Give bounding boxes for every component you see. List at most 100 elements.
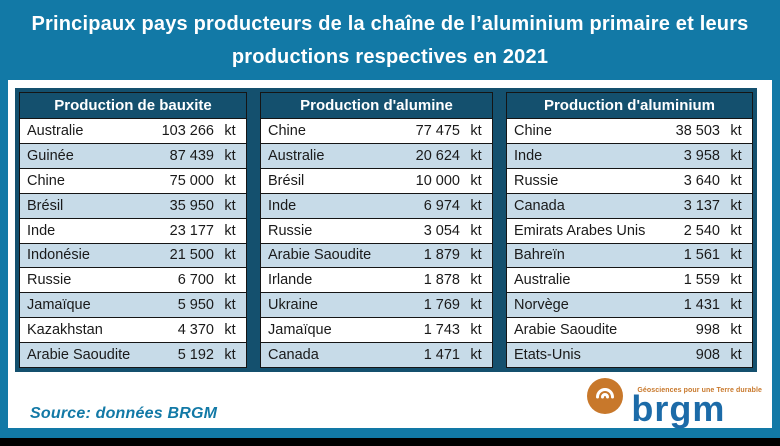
country-cell: Norvège — [514, 297, 569, 314]
content-area: Production de bauxite Australie 103 266 kt… — [8, 80, 772, 428]
country-cell: Australie — [268, 147, 325, 164]
value-cell: 75 000 — [169, 172, 214, 189]
unit-cell: kt — [470, 222, 482, 239]
brgm-wordmark: brgm — [631, 388, 726, 429]
country-cell: Canada — [514, 197, 565, 214]
unit-cell: kt — [470, 247, 482, 264]
table-row: Indonésie 21 500 kt — [20, 243, 246, 269]
bauxite-table-body: Australie 103 266 kt Guinée 87 439 kt Chine 75 … — [20, 119, 246, 368]
table-row: Etats-Unis 908 kt — [507, 343, 752, 368]
value-cell: 10 000 — [415, 172, 460, 189]
unit-cell: kt — [730, 347, 742, 364]
unit-cell: kt — [224, 172, 236, 189]
value-cell: 1 471 — [423, 347, 460, 364]
title-band: Principaux pays producteurs de la chaîne… — [0, 0, 780, 80]
country-cell: Inde — [27, 222, 56, 239]
table-row: Chine 38 503 kt — [507, 119, 752, 144]
table-row: Russie 3 054 kt — [261, 218, 492, 244]
brgm-logo-icon — [587, 378, 624, 414]
country-cell: Russie — [514, 172, 559, 189]
value-cell: 1 559 — [683, 272, 720, 289]
country-cell: Australie — [27, 122, 84, 139]
value-cell: 38 503 — [675, 122, 720, 139]
table-row: Norvège 1 431 kt — [507, 293, 752, 319]
alumine-table-header: Production d'alumine — [261, 93, 492, 119]
value-cell: 4 370 — [177, 322, 214, 339]
brgm-logo: Géosciences pour une Terre durable brgm — [587, 378, 762, 429]
unit-cell: kt — [470, 147, 482, 164]
tables-panel: Production de bauxite Australie 103 266 kt… — [15, 88, 757, 372]
unit-cell: kt — [730, 147, 742, 164]
value-cell: 77 475 — [415, 122, 460, 139]
table-row: Australie 20 624 kt — [261, 143, 492, 169]
country-cell: Kazakhstan — [27, 322, 103, 339]
value-cell: 5 192 — [177, 347, 214, 364]
value-cell: 3 054 — [423, 222, 460, 239]
alumine-table: Production d'alumine Chine 77 475 kt Austra… — [260, 92, 493, 368]
country-cell: Brésil — [268, 172, 305, 189]
unit-cell: kt — [730, 322, 742, 339]
aluminium-table-body: Chine 38 503 kt Inde 3 958 kt Russie 3 640 kt Can… — [507, 119, 752, 368]
table-row: Irlande 1 878 kt — [261, 268, 492, 294]
alumine-table-body: Chine 77 475 kt Australie 20 624 kt Brésil 10 0… — [261, 119, 492, 368]
country-cell: Jamaïque — [27, 297, 91, 314]
country-cell: Indonésie — [27, 247, 90, 264]
value-cell: 1 878 — [423, 272, 460, 289]
country-cell: Chine — [268, 122, 306, 139]
table-row: Arabie Saoudite 5 192 kt — [20, 343, 246, 368]
bauxite-table: Production de bauxite Australie 103 266 kt… — [19, 92, 247, 368]
value-cell: 103 266 — [161, 122, 214, 139]
page-title-line-2: productions respectives en 2021 — [231, 46, 549, 68]
table-row: Jamaïque 1 743 kt — [261, 318, 492, 344]
unit-cell: kt — [470, 197, 482, 214]
unit-cell: kt — [224, 197, 236, 214]
unit-cell: kt — [224, 122, 236, 139]
value-cell: 1 769 — [423, 297, 460, 314]
unit-cell: kt — [224, 347, 236, 364]
unit-cell: kt — [730, 222, 742, 239]
value-cell: 6 700 — [177, 272, 214, 289]
value-cell: 35 950 — [169, 197, 214, 214]
value-cell: 908 — [695, 347, 720, 364]
unit-cell: kt — [470, 272, 482, 289]
table-row: Chine 75 000 kt — [20, 168, 246, 194]
table-row: Russie 3 640 kt — [507, 168, 752, 194]
aluminium-table-header: Production d'aluminium — [507, 93, 752, 119]
unit-cell: kt — [224, 222, 236, 239]
country-cell: Inde — [514, 147, 543, 164]
table-row: Australie 103 266 kt — [20, 119, 246, 144]
country-cell: Emirats Arabes Unis — [514, 222, 646, 239]
country-cell: Arabie Saoudite — [27, 347, 131, 364]
table-row: Inde 3 958 kt — [507, 143, 752, 169]
value-cell: 20 624 — [415, 147, 460, 164]
country-cell: Irlande — [268, 272, 313, 289]
unit-cell: kt — [224, 147, 236, 164]
source-caption: Source: données BRGM — [30, 405, 218, 422]
country-cell: Brésil — [27, 197, 64, 214]
table-row: Russie 6 700 kt — [20, 268, 246, 294]
table-row: Chine 77 475 kt — [261, 119, 492, 144]
table-row: Arabie Saoudite 1 879 kt — [261, 243, 492, 269]
value-cell: 21 500 — [169, 247, 214, 264]
country-cell: Arabie Saoudite — [268, 247, 372, 264]
unit-cell: kt — [224, 297, 236, 314]
unit-cell: kt — [470, 172, 482, 189]
country-cell: Russie — [268, 222, 313, 239]
table-row: Australie 1 559 kt — [507, 268, 752, 294]
table-row: Brésil 35 950 kt — [20, 193, 246, 219]
table-row: Bahreïn 1 561 kt — [507, 243, 752, 269]
unit-cell: kt — [224, 322, 236, 339]
country-cell: Jamaïque — [268, 322, 332, 339]
table-row: Canada 3 137 kt — [507, 193, 752, 219]
country-cell: Bahreïn — [514, 247, 565, 264]
value-cell: 1 879 — [423, 247, 460, 264]
table-row: Inde 6 974 kt — [261, 193, 492, 219]
country-cell: Australie — [514, 272, 571, 289]
footer: Source: données BRGM Géosciences pour un… — [8, 372, 772, 429]
unit-cell: kt — [730, 247, 742, 264]
brgm-logo-text: Géosciences pour une Terre durable brgm — [625, 378, 762, 429]
unit-cell: kt — [730, 197, 742, 214]
bottom-teal-border — [0, 428, 780, 438]
unit-cell: kt — [470, 297, 482, 314]
